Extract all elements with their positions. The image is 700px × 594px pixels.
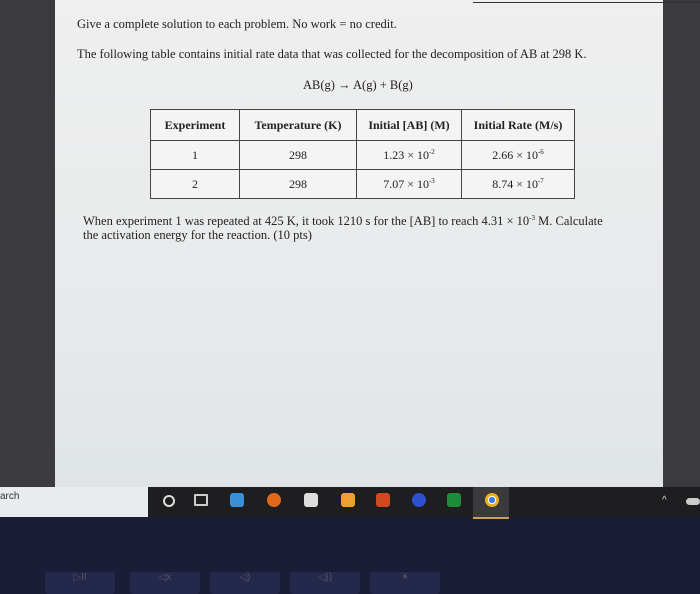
cell-rate: 8.74 × 10-7	[461, 169, 575, 199]
question-line-1: When experiment 1 was repeated at 425 K,…	[83, 214, 603, 229]
chrome-active-tab[interactable]	[473, 487, 509, 519]
name-line	[473, 2, 700, 3]
search-text: arch	[0, 491, 20, 502]
search-box[interactable]: arch	[0, 487, 148, 517]
key-play-pause: ▷II	[45, 572, 115, 594]
file-explorer-icon[interactable]	[230, 493, 244, 507]
office-icon[interactable]	[376, 493, 390, 507]
cell-concentration: 7.07 × 10-3	[356, 169, 462, 199]
cell-temperature: 298	[239, 169, 357, 199]
header-experiment: Experiment	[150, 109, 240, 141]
cell-rate: 2.66 × 10-6	[461, 140, 575, 170]
document-page: Give a complete solution to each problem…	[55, 0, 700, 490]
chrome-icon[interactable]	[485, 493, 499, 507]
key-brightness: ☀	[370, 572, 440, 594]
cell-experiment: 2	[150, 169, 240, 199]
cell-concentration: 1.23 × 10-2	[356, 140, 462, 170]
publisher-icon[interactable]	[412, 493, 426, 507]
table-row: 1 298 1.23 × 10-2 2.66 × 10-6	[150, 140, 575, 170]
intro-text: The following table contains initial rat…	[77, 47, 587, 61]
question-line-2: the activation energy for the reaction. …	[83, 228, 312, 242]
cell-experiment: 1	[150, 140, 240, 170]
instructions: Give a complete solution to each problem…	[77, 17, 397, 31]
task-view-icon[interactable]	[194, 494, 208, 506]
header-rate: Initial Rate (M/s)	[461, 109, 575, 141]
excel-icon[interactable]	[447, 493, 461, 507]
key-mute: ◁x	[130, 572, 200, 594]
cell-temperature: 298	[239, 140, 357, 170]
edge-icon[interactable]	[267, 493, 281, 507]
key-volume-up: ◁))	[290, 572, 360, 594]
header-concentration: Initial [AB] (M)	[356, 109, 462, 141]
mail-icon[interactable]	[341, 493, 355, 507]
header-temperature: Temperature (K)	[239, 109, 357, 141]
table-header-row: Experiment Temperature (K) Initial [AB] …	[150, 109, 575, 141]
rate-data-table: Experiment Temperature (K) Initial [AB] …	[150, 109, 575, 199]
reaction-equation: AB(g) → A(g) + B(g)	[303, 78, 413, 92]
key-volume-down: ◁)	[210, 572, 280, 594]
chevron-up-icon[interactable]: ^	[662, 495, 667, 506]
cortana-icon[interactable]	[163, 495, 175, 507]
table-row: 2 298 7.07 × 10-3 8.74 × 10-7	[150, 169, 575, 199]
onedrive-icon[interactable]	[686, 498, 700, 505]
store-icon[interactable]	[304, 493, 318, 507]
